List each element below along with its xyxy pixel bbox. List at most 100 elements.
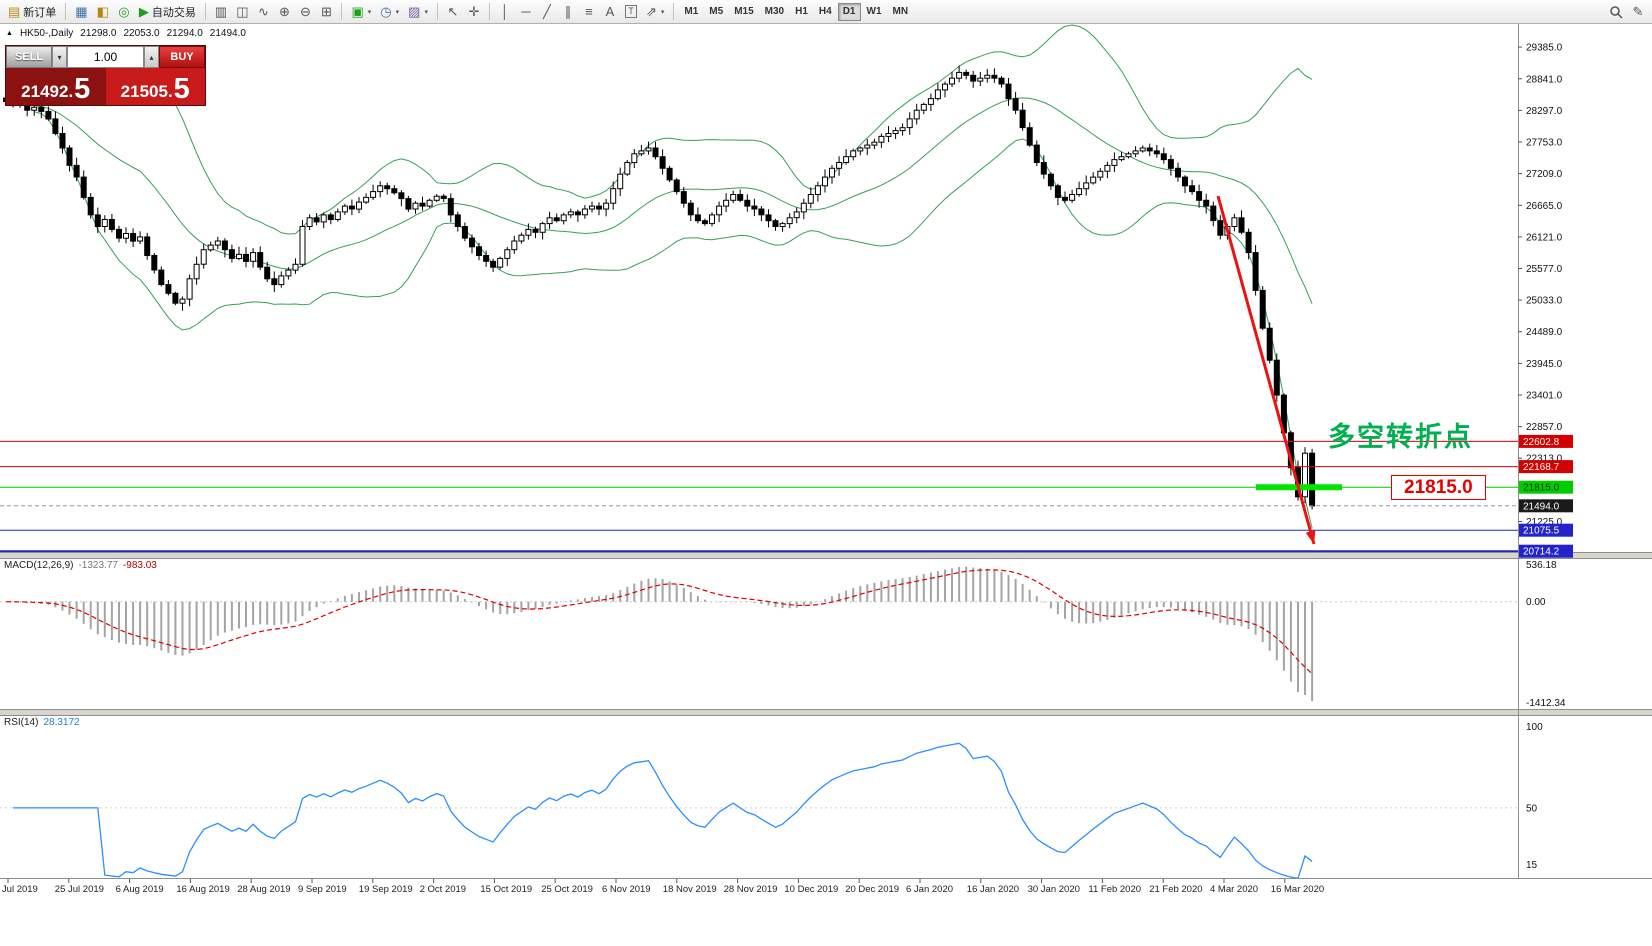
one-click-trading-panel: SELL ▾ 1.00 ▴ BUY 21492. 5 21505. 5 — [5, 45, 206, 106]
auto-trading-label: 自动交易 — [151, 6, 196, 19]
new-order-label: 新订单 — [23, 6, 57, 19]
trend-line-icon: ╱ — [543, 4, 551, 19]
chart-ohlc-header: ▲ HK50-,Daily 21298.0 22053.0 21294.0 21… — [6, 28, 246, 39]
market-watch-button[interactable]: ▦ — [71, 2, 91, 22]
vertical-line-button[interactable]: │ — [495, 2, 515, 22]
price-axis-tick: 28297.0 — [1526, 106, 1563, 117]
new-order-icon: ▤ — [8, 4, 21, 19]
time-axis-label: 21 Feb 2020 — [1149, 884, 1202, 895]
channel-icon: ∥ — [564, 4, 572, 19]
template-icon: ▨ — [408, 4, 421, 19]
line-chart-button[interactable]: ∿ — [253, 2, 273, 22]
auto-trading-button[interactable]: ▶ 自动交易 — [135, 2, 200, 22]
price-axis-tick: 25033.0 — [1526, 296, 1563, 307]
time-axis-label: 25 Jul 2019 — [55, 884, 104, 895]
timeframe-button-m30[interactable]: M30 — [760, 3, 789, 21]
timeframe-button-h1[interactable]: H1 — [790, 3, 813, 21]
timeframe-button-m5[interactable]: M5 — [704, 3, 728, 21]
close-value: 21494.0 — [209, 28, 246, 39]
zoom-out-button[interactable]: ⊖ — [295, 2, 315, 22]
crosshair-button[interactable]: ✛ — [464, 2, 484, 22]
text-button[interactable]: A — [600, 2, 620, 22]
price-axis-tick: 23945.0 — [1526, 359, 1563, 370]
zoom-in-icon: ⊕ — [279, 4, 290, 19]
time-axis-label: 16 Jan 2020 — [967, 884, 1019, 895]
macd-indicator-label: MACD(12,26,9) -1323.77 -983.03 — [4, 560, 157, 571]
svg-text:536.18: 536.18 — [1526, 560, 1557, 571]
cursor-button[interactable]: ↖ — [443, 2, 463, 22]
timeframe-button-m1[interactable]: M1 — [679, 3, 703, 21]
price-axis-tick: 25577.0 — [1526, 264, 1563, 275]
rsi-line — [0, 742, 1518, 880]
auto-trading-icon: ▶ — [138, 4, 149, 19]
macd-signal-line — [5, 569, 1313, 675]
horizontal-line-button[interactable]: ─ — [516, 2, 536, 22]
market-watch-icon: ▦ — [75, 4, 88, 19]
svg-text:100: 100 — [1526, 722, 1543, 733]
clock-icon: ◷ — [380, 4, 392, 19]
bar-chart-button[interactable]: ▥ — [211, 2, 231, 22]
timeframe-button-w1[interactable]: W1 — [862, 3, 887, 21]
new-chart-button[interactable]: ▣ ▾ — [347, 2, 375, 22]
price-axis-tick: 28841.0 — [1526, 74, 1563, 85]
trend-line-button[interactable]: ╱ — [537, 2, 557, 22]
periods-button[interactable]: ◷ ▾ — [376, 2, 403, 22]
volume-decrease-button[interactable]: ▾ — [52, 46, 67, 68]
buy-price-base: 21505. — [120, 82, 173, 102]
shapes-button[interactable]: ⇗ ▾ — [642, 2, 668, 22]
toolbar-separator — [65, 3, 67, 20]
timeframe-button-d1[interactable]: D1 — [837, 2, 861, 21]
time-axis-label: 25 Oct 2019 — [541, 884, 593, 895]
sell-button[interactable]: SELL — [6, 46, 52, 68]
time-axis-label: 6 Nov 2019 — [602, 884, 651, 895]
candlestick-chart-icon: ◫ — [236, 4, 249, 19]
toolbar-separator — [488, 3, 490, 20]
macd-signal-value: -983.03 — [122, 560, 157, 571]
timeframe-button-m15[interactable]: M15 — [729, 3, 758, 21]
chevron-down-icon: ▾ — [424, 8, 428, 16]
new-order-button[interactable]: ▤ 新订单 — [4, 2, 60, 22]
horizontal-line-icon: ─ — [521, 4, 531, 19]
price-level-label: 21494.0 — [1523, 501, 1560, 512]
fibonacci-button[interactable]: ≡ — [579, 2, 599, 22]
time-axis-label: 5 Jul 2019 — [0, 884, 38, 895]
navigator-button[interactable]: ◎ — [114, 2, 134, 22]
tile-windows-button[interactable]: ⊞ — [316, 2, 336, 22]
toolbar-separator — [341, 3, 343, 20]
volume-input[interactable]: 1.00 — [67, 46, 144, 68]
templates-button[interactable]: ▨ ▾ — [404, 2, 432, 22]
sell-price[interactable]: 21492. 5 — [6, 68, 106, 105]
macd-name: MACD(12,26,9) — [4, 560, 74, 571]
time-axis-label: 28 Aug 2019 — [237, 884, 290, 895]
zoom-in-button[interactable]: ⊕ — [274, 2, 294, 22]
buy-price[interactable]: 21505. 5 — [105, 68, 205, 105]
bar-chart-icon: ▥ — [214, 4, 228, 19]
fibonacci-icon: ≡ — [585, 4, 593, 19]
price-axis-tick: 22313.0 — [1526, 454, 1563, 465]
price-level-label: 21815.0 — [1523, 483, 1560, 494]
price-axis-tick: 23401.0 — [1526, 391, 1563, 402]
data-window-button[interactable]: ◧ — [93, 2, 113, 22]
volume-increase-button[interactable]: ▴ — [144, 46, 159, 68]
time-axis-label: 9 Sep 2019 — [298, 884, 347, 895]
edit-button[interactable]: ✎ — [1628, 2, 1648, 22]
chevron-down-icon: ▾ — [660, 8, 665, 16]
candlestick-chart-button[interactable]: ◫ — [232, 2, 252, 22]
toolbar-separator — [436, 3, 438, 20]
turning-point-annotation: 多空转折点 — [1328, 422, 1473, 452]
price-level-label: 20714.2 — [1523, 547, 1560, 558]
buy-button[interactable]: BUY — [159, 46, 205, 68]
text-label-button[interactable]: T — [621, 2, 641, 22]
timeframe-button-h4[interactable]: H4 — [814, 3, 837, 21]
time-axis-label: 16 Aug 2019 — [176, 884, 229, 895]
search-button[interactable] — [1605, 2, 1627, 22]
price-axis-tick: 27753.0 — [1526, 138, 1563, 149]
zoom-out-icon: ⊖ — [300, 4, 311, 19]
time-axis-label: 6 Jan 2020 — [906, 884, 953, 895]
price-axis-tick: 29385.0 — [1526, 43, 1563, 54]
timeframe-button-mn[interactable]: MN — [888, 3, 914, 21]
candlesticks — [3, 65, 1316, 510]
macd-histogram — [0, 566, 1518, 702]
equidistant-channel-button[interactable]: ∥ — [558, 2, 578, 22]
